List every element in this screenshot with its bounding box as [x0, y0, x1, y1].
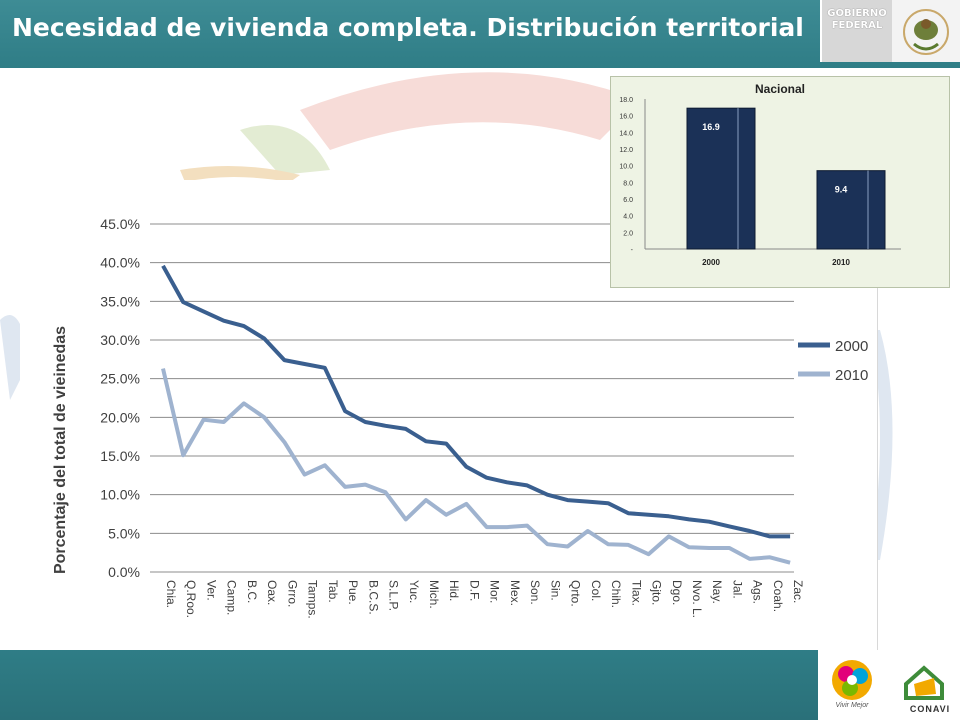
vivir-mejor-text: Vivir Mejor — [835, 702, 869, 709]
x-tick-label: Hid. — [447, 580, 461, 601]
legend-label-2000: 2000 — [835, 338, 868, 355]
inset-y-tick-label: 18.0 — [619, 97, 633, 104]
y-tick-label: 30.0% — [100, 332, 140, 348]
series-line-2000 — [161, 264, 791, 539]
x-tick-label: Q.Roo. — [184, 580, 198, 618]
x-tick-label: Tab. — [326, 580, 340, 603]
inset-bar-2000 — [686, 107, 756, 250]
vivir-mejor-logo — [832, 660, 944, 700]
legend-label-2010: 2010 — [835, 367, 868, 384]
inset-y-tick-label: 6.0 — [623, 197, 633, 204]
y-tick-label: 45.0% — [100, 216, 140, 232]
footer-bar — [0, 650, 960, 720]
inset-x-tick-label: 2010 — [832, 258, 850, 267]
x-tick-label: Ags. — [751, 580, 765, 604]
series-line-2010 — [161, 368, 791, 565]
conavi-text: CONAVI — [909, 704, 951, 714]
national-inset-chart: Nacional - 2.0 4.0 6.0 8.0 10.0 12.0 14.0 16.0 18… — [610, 76, 950, 288]
inset-data-label: 9.4 — [835, 185, 848, 195]
slide-title: Necesidad de vivienda completa. Distribu… — [12, 13, 804, 42]
x-tick-label: B.C. — [245, 580, 259, 603]
inset-y-tick-label: 14.0 — [619, 130, 633, 137]
bar-chart: Nacional - 2.0 4.0 6.0 8.0 10.0 12.0 14.0 16.0 18… — [619, 82, 901, 267]
y-tick-label: 5.0% — [108, 525, 140, 541]
inset-y-tick-label: 2.0 — [623, 230, 633, 237]
x-tick-label: Camp. — [225, 580, 239, 615]
x-tick-label: Yuc. — [407, 580, 421, 603]
x-tick-label: Nvo. L. — [690, 580, 704, 618]
x-tick-label: Mor. — [488, 580, 502, 603]
x-tick-label: B.C.S. — [366, 580, 380, 615]
x-tick-label: Son. — [528, 580, 542, 605]
x-tick-label: Zac. — [791, 580, 805, 603]
x-tick-label: Ver. — [204, 580, 218, 601]
x-tick-label: D.F. — [467, 580, 481, 601]
x-tick-label: Sin. — [548, 580, 562, 601]
y-tick-label: 20.0% — [100, 409, 140, 425]
gobierno-federal-logo: GOBIERNO FEDERAL — [820, 0, 892, 62]
inset-data-label: 16.9 — [702, 122, 720, 132]
x-tick-label: Grro. — [285, 580, 299, 607]
x-tick-label: Oax. — [265, 580, 279, 605]
inset-title: Nacional — [755, 82, 805, 96]
y-tick-label: 25.0% — [100, 371, 140, 387]
x-tick-label: S.L.P. — [387, 580, 401, 611]
inset-y-tick-label: 8.0 — [623, 180, 633, 187]
x-tick-label: Tamps. — [306, 580, 320, 619]
y-tick-label: 0.0% — [108, 564, 140, 580]
x-tick-label: Qrto. — [569, 580, 583, 607]
inset-y-tick-label: 12.0 — [619, 147, 633, 154]
x-tick-label: Mex. — [508, 580, 522, 606]
coat-of-arms-icon — [892, 0, 960, 62]
inset-y-tick-label: - — [631, 247, 634, 254]
y-tick-label: 15.0% — [100, 448, 140, 464]
inset-y-tick-label: 10.0 — [619, 164, 633, 171]
y-tick-label: 40.0% — [100, 255, 140, 271]
inset-bar-2010 — [816, 170, 886, 250]
y-axis-label: Porcentaje del total de vieinedas — [52, 326, 69, 574]
y-tick-label: 35.0% — [100, 293, 140, 309]
x-tick-label: Tlax. — [629, 580, 643, 606]
inset-y-tick-label: 4.0 — [623, 214, 633, 221]
x-tick-label: Coah. — [771, 580, 785, 612]
x-tick-label: Mich. — [427, 580, 441, 609]
x-tick-label: Chia. — [164, 580, 178, 608]
x-tick-label: Pue. — [346, 580, 360, 605]
legend: 2000 2010 — [798, 338, 868, 384]
inset-x-tick-label: 2000 — [702, 258, 720, 267]
footer-logos: Vivir Mejor CONAVI — [818, 650, 960, 720]
inset-y-tick-label: 16.0 — [619, 114, 633, 121]
x-tick-label: Jal. — [730, 580, 744, 599]
y-tick-label: 10.0% — [100, 487, 140, 503]
x-tick-label: Nay. — [710, 580, 724, 604]
header-bar: Necesidad de vivienda completa. Distribu… — [0, 0, 960, 68]
x-tick-label: Dgo. — [670, 580, 684, 605]
x-tick-label: Gjto. — [650, 580, 664, 605]
x-tick-label: Col. — [589, 580, 603, 601]
x-tick-label: Chih. — [609, 580, 623, 608]
